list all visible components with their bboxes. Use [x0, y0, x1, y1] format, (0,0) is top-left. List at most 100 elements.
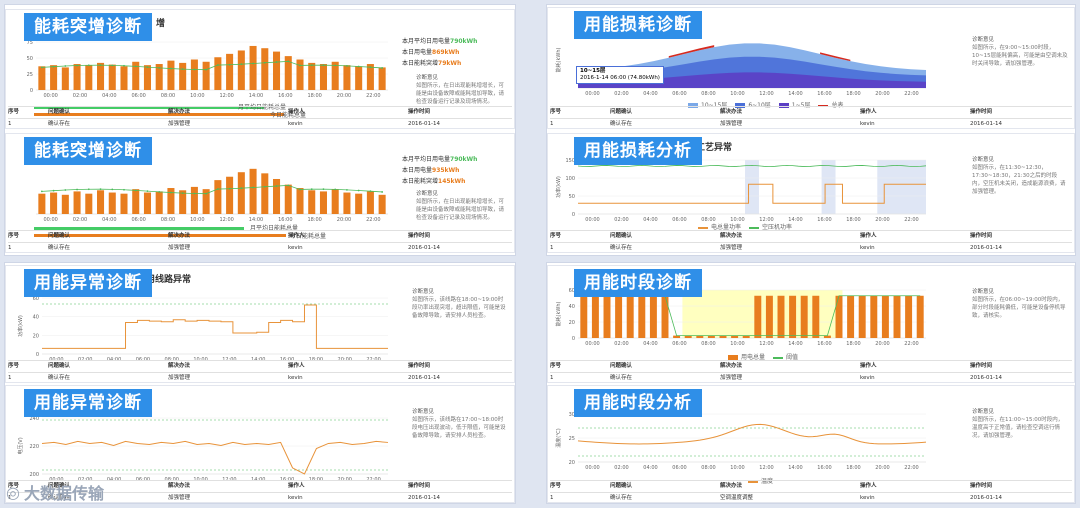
- y-tick-label: 100: [565, 176, 575, 182]
- stat-today: 本日用电量935kWh: [402, 167, 460, 174]
- x-tick-label: 10:00: [190, 217, 204, 223]
- bar: [85, 193, 93, 214]
- bar: [132, 61, 140, 90]
- bar: [155, 191, 163, 214]
- action-table: 序号 问题确认 解决办法 操作人 操作时间 1 确认存在 加强管理 kevin 2016-01-…: [8, 230, 512, 252]
- x-tick-label: 12:00: [759, 465, 773, 471]
- bar: [226, 176, 234, 214]
- bar: [155, 64, 163, 90]
- x-tick-label: 22:00: [904, 217, 918, 223]
- point: [146, 66, 149, 68]
- panel-title: 增: [156, 19, 166, 29]
- bar: [214, 180, 222, 214]
- action-table: 序号 问题确认 解决办法 操作人 操作时间 1 确认存在 空调温度调整 kevin 2016-0…: [550, 480, 1072, 502]
- x-tick-label: 02:00: [73, 217, 87, 223]
- stat-surge: 本日能耗突增145kWh: [402, 178, 466, 185]
- y-tick-label: 0: [572, 212, 575, 218]
- point: [87, 188, 90, 191]
- x-tick-label: 12:00: [219, 217, 233, 223]
- x-tick-label: 08:00: [701, 217, 715, 223]
- bar: [237, 172, 245, 214]
- avg-bar-label: 月平均日能耗总量: [238, 104, 287, 111]
- bar: [661, 295, 669, 338]
- point: [193, 68, 196, 71]
- bar: [202, 189, 210, 214]
- point: [40, 66, 43, 69]
- legend-item[interactable]: 阈值: [773, 352, 798, 361]
- x-tick-label: 16:00: [817, 91, 831, 97]
- legend-item[interactable]: 总表: [818, 100, 843, 109]
- x-tick-label: 04:00: [643, 341, 657, 347]
- stat-surge: 本日能耗突增79kWh: [402, 60, 462, 67]
- point: [240, 63, 243, 66]
- panel-5: 用能损耗分析 工艺异常 00:00 02:00 04:00 06:00 08:00 10:…: [547, 133, 1075, 253]
- bar: [319, 64, 327, 90]
- x-tick-label: 06:00: [672, 91, 686, 97]
- bar: [167, 188, 175, 214]
- legend-item[interactable]: 10~15层: [688, 100, 727, 109]
- x-tick-label: 00:00: [43, 217, 57, 223]
- x-tick-label: 00:00: [43, 93, 57, 99]
- today-bar-label: 今日能耗总量: [270, 112, 307, 119]
- point: [310, 64, 313, 67]
- diagnosis-note: 诊断意见 如图所示，该线路在18:00~19:00时段功率出现突增，超出限值，可能…: [412, 289, 506, 319]
- bar: [273, 178, 281, 214]
- y-tick-label: 200: [29, 472, 39, 478]
- y-tick-label: 50: [27, 56, 33, 62]
- bar: [97, 62, 105, 90]
- bar: [905, 295, 913, 338]
- x-tick-label: 18:00: [846, 465, 860, 471]
- legend-item[interactable]: 1~5层: [778, 100, 810, 109]
- x-tick-label: 06:00: [672, 217, 686, 223]
- bar: [603, 295, 611, 338]
- point: [381, 67, 384, 69]
- bar: [273, 51, 281, 90]
- temperature-line: [577, 423, 927, 445]
- bar: [202, 61, 210, 90]
- bar: [50, 192, 58, 214]
- bar: [179, 190, 187, 214]
- point: [87, 64, 90, 67]
- stats-box: 本月平均日用电量790kWh 本日用电量869kWh 本日能耗突增79kWh: [402, 36, 500, 69]
- panel-badge: 用能损耗分析: [574, 137, 702, 165]
- x-tick-label: 12:00: [759, 91, 773, 97]
- legend-item[interactable]: 6~10层: [735, 100, 771, 109]
- x-tick-label: 08:00: [701, 91, 715, 97]
- avg-line: [41, 185, 383, 195]
- y-tick-label: 0: [36, 352, 39, 358]
- bar: [580, 295, 588, 338]
- panel-title: 工艺异常: [696, 143, 733, 153]
- y-tick-label: 25: [569, 436, 575, 442]
- legend-item[interactable]: 用电总量: [728, 352, 765, 361]
- point: [334, 64, 337, 67]
- x-tick-label: 08:00: [701, 465, 715, 471]
- legend-item[interactable]: 温度: [748, 476, 773, 485]
- y-tick-label: 40: [569, 304, 575, 310]
- x-tick-label: 16:00: [278, 93, 292, 99]
- bar: [591, 295, 599, 338]
- chart-legend: 用电总量 阈值: [728, 352, 798, 361]
- x-tick-label: 10:00: [730, 341, 744, 347]
- bar: [284, 184, 292, 214]
- point: [76, 64, 78, 67]
- action-table: 序号 问题确认 解决办法 操作人 操作时间 1 确认存在 加强管理 kevin 2016-01-…: [8, 480, 512, 502]
- diagnosis-note: 诊断意见 如图所示，在06:00~19:00时段内，部分时段能耗偏低，可能是设备停…: [972, 289, 1066, 319]
- area-chart: 00:00 02:00 04:00 06:00 08:00 10:00 12:00 14:00…: [555, 43, 926, 97]
- point: [64, 189, 67, 191]
- point: [275, 61, 278, 63]
- legend-item[interactable]: 电总量功率: [698, 222, 741, 231]
- highlight-band: [745, 160, 759, 214]
- point: [52, 189, 55, 192]
- action-table: 序号 问题确认 解决办法 操作人 操作时间 1 确认存在 加强管理 kevin 2016-01-…: [550, 360, 1072, 382]
- bar: [684, 335, 692, 338]
- legend-item[interactable]: 空压机功率: [749, 222, 792, 231]
- chart-legend: 10~15层 6~10层 1~5层 总表: [688, 100, 843, 109]
- bar-chart: 00:00 02:00 04:00 06:00 08:00 10:00 12:00 14:00…: [36, 168, 388, 223]
- bar: [355, 66, 363, 90]
- point: [369, 190, 372, 193]
- point: [170, 191, 172, 194]
- bar: [638, 295, 646, 338]
- bar-chart: 00:00 02:00 04:00 06:00 08:00 10:00 12:00 14:00…: [555, 288, 926, 347]
- bar: [835, 295, 843, 338]
- panel-badge: 用能时段诊断: [574, 269, 702, 297]
